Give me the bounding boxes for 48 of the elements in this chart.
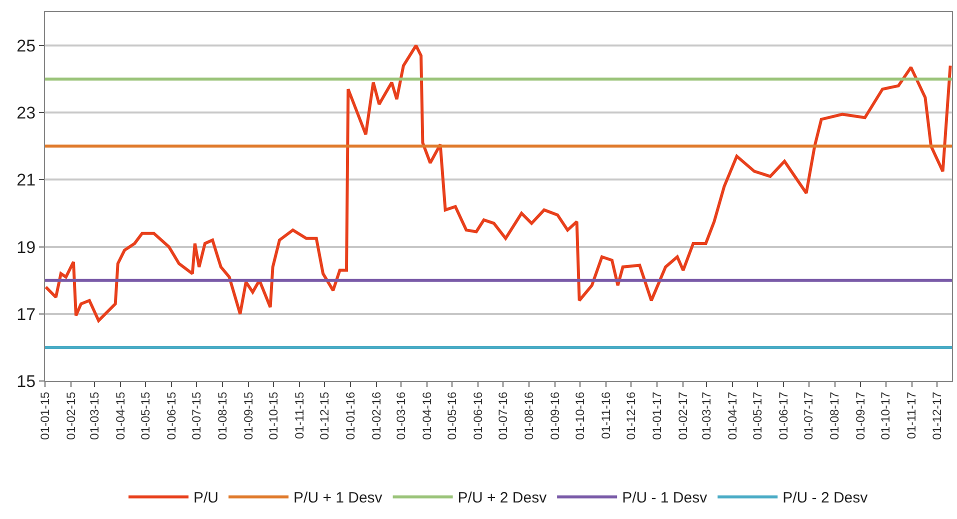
- x-tick-label: 01-03-16: [394, 391, 408, 440]
- x-tick-label: 01-01-17: [650, 391, 664, 440]
- x-tick-label: 01-07-17: [802, 391, 816, 440]
- x-tick-label: 01-09-16: [548, 391, 562, 440]
- x-tick-label: 01-01-15: [38, 391, 52, 440]
- x-tick-label: 01-10-16: [573, 391, 588, 440]
- x-tick-label: 01-03-17: [700, 391, 714, 440]
- x-tick-label: 01-04-15: [113, 391, 128, 440]
- x-tick-label: 01-11-17: [904, 391, 919, 439]
- x-tick-label: 01-01-16: [344, 391, 358, 440]
- y-tick-label: 23: [16, 104, 36, 123]
- x-tick-label: 01-05-17: [750, 391, 765, 440]
- y-tick-label: 15: [16, 372, 36, 391]
- x-tick-label: 01-08-15: [215, 391, 230, 440]
- x-tick-label: 01-11-15: [292, 391, 306, 439]
- x-tick-label: 01-06-17: [776, 391, 791, 440]
- y-tick-label: 25: [16, 36, 36, 56]
- x-tick-label: 01-02-16: [370, 391, 384, 440]
- x-tick-label: 01-04-17: [725, 391, 740, 440]
- y-tick-label: 17: [16, 304, 36, 324]
- x-tick-label: 01-05-15: [138, 391, 152, 440]
- x-tick-label: 01-06-16: [470, 391, 485, 440]
- legend-label: P/U: [194, 490, 219, 507]
- x-tick-label: 01-10-15: [266, 391, 281, 440]
- x-tick-label: 01-12-17: [930, 391, 944, 440]
- x-tick-label: 01-07-16: [496, 391, 510, 440]
- x-tick-label: 01-07-15: [189, 391, 204, 440]
- legend-label: P/U - 2 Desv: [782, 490, 868, 507]
- x-tick-label: 01-02-15: [64, 391, 78, 440]
- legend-label: P/U + 2 Desv: [458, 490, 548, 507]
- x-tick-label: 01-03-15: [87, 391, 102, 440]
- y-tick-label: 19: [16, 238, 36, 257]
- x-tick-label: 01-05-16: [444, 391, 459, 440]
- x-tick-label: 01-09-17: [854, 391, 868, 440]
- x-tick-label: 01-06-15: [164, 391, 178, 440]
- x-tick-label: 01-12-16: [624, 391, 638, 440]
- x-tick-label: 01-12-15: [318, 391, 332, 440]
- x-tick-label: 01-09-15: [241, 391, 256, 440]
- x-tick-label: 01-04-16: [420, 391, 434, 440]
- legend-label: P/U + 1 Desv: [294, 490, 383, 507]
- y-tick-label: 21: [16, 170, 36, 190]
- line-series: [45, 44, 952, 322]
- x-tick-label: 01-08-17: [828, 391, 842, 440]
- x-tick-label: 01-08-16: [522, 391, 536, 440]
- legend-label: P/U - 1 Desv: [622, 490, 708, 507]
- x-tick-label: 01-02-17: [676, 391, 690, 440]
- x-tick-label: 01-10-17: [878, 391, 893, 440]
- x-tick-label: 01-11-16: [599, 391, 614, 439]
